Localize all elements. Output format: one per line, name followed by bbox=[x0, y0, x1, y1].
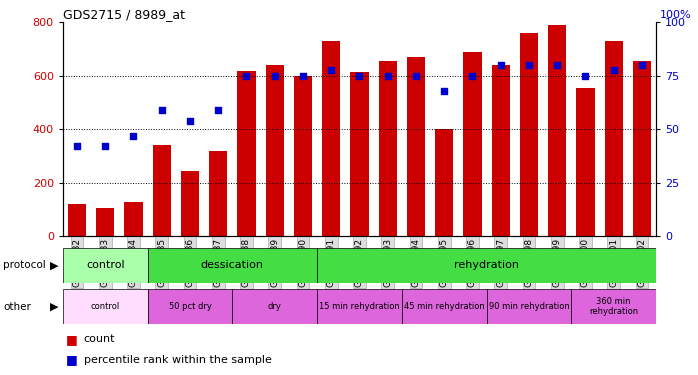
Text: count: count bbox=[84, 334, 115, 344]
Bar bbox=[435, 129, 454, 236]
FancyBboxPatch shape bbox=[63, 248, 147, 283]
Point bbox=[128, 133, 139, 139]
Bar bbox=[237, 70, 255, 236]
Bar bbox=[407, 57, 425, 236]
Text: ▶: ▶ bbox=[50, 302, 59, 312]
FancyBboxPatch shape bbox=[572, 289, 656, 324]
Text: percentile rank within the sample: percentile rank within the sample bbox=[84, 355, 272, 365]
Text: 45 min rehydration: 45 min rehydration bbox=[404, 302, 484, 311]
Text: rehydration: rehydration bbox=[454, 260, 519, 270]
Point bbox=[269, 73, 281, 79]
Point bbox=[410, 73, 422, 79]
Text: GDS2715 / 8989_at: GDS2715 / 8989_at bbox=[63, 8, 185, 21]
Point bbox=[71, 144, 82, 150]
FancyBboxPatch shape bbox=[147, 289, 232, 324]
Bar bbox=[577, 88, 595, 236]
FancyBboxPatch shape bbox=[63, 289, 147, 324]
Bar bbox=[96, 208, 114, 236]
Bar bbox=[68, 204, 86, 236]
Bar bbox=[604, 41, 623, 236]
Text: protocol: protocol bbox=[3, 261, 46, 270]
Bar bbox=[124, 201, 142, 236]
Bar bbox=[520, 33, 538, 236]
FancyBboxPatch shape bbox=[487, 289, 572, 324]
Text: 360 min
rehydration: 360 min rehydration bbox=[589, 297, 638, 316]
Point bbox=[608, 66, 619, 72]
Text: 15 min rehydration: 15 min rehydration bbox=[319, 302, 400, 311]
Text: ■: ■ bbox=[66, 354, 78, 366]
Bar bbox=[463, 52, 482, 236]
Point bbox=[241, 73, 252, 79]
Bar bbox=[322, 41, 341, 236]
Point bbox=[184, 118, 195, 124]
Point bbox=[637, 62, 648, 68]
Bar bbox=[378, 61, 397, 236]
Text: dessication: dessication bbox=[201, 260, 264, 270]
Text: dry: dry bbox=[268, 302, 282, 311]
Point bbox=[213, 107, 224, 113]
Point bbox=[524, 62, 535, 68]
Bar bbox=[265, 65, 284, 236]
FancyBboxPatch shape bbox=[317, 289, 402, 324]
FancyBboxPatch shape bbox=[147, 248, 317, 283]
Bar bbox=[548, 25, 566, 236]
Text: control: control bbox=[86, 260, 124, 270]
Point bbox=[354, 73, 365, 79]
Bar bbox=[181, 171, 199, 236]
FancyBboxPatch shape bbox=[232, 289, 317, 324]
Text: 50 pct dry: 50 pct dry bbox=[168, 302, 211, 311]
Text: other: other bbox=[3, 302, 31, 312]
Point bbox=[100, 144, 111, 150]
Point bbox=[326, 66, 337, 72]
FancyBboxPatch shape bbox=[402, 289, 487, 324]
Text: ▶: ▶ bbox=[50, 261, 59, 270]
Point bbox=[438, 88, 450, 94]
FancyBboxPatch shape bbox=[317, 248, 656, 283]
Text: control: control bbox=[91, 302, 120, 311]
Point bbox=[156, 107, 168, 113]
Point bbox=[467, 73, 478, 79]
Point bbox=[382, 73, 393, 79]
Text: ■: ■ bbox=[66, 333, 78, 346]
Bar bbox=[209, 151, 228, 236]
Bar bbox=[491, 65, 510, 236]
Point bbox=[495, 62, 506, 68]
Bar bbox=[633, 61, 651, 236]
Text: 100%: 100% bbox=[660, 10, 692, 20]
Point bbox=[580, 73, 591, 79]
Bar bbox=[350, 72, 369, 236]
Point bbox=[551, 62, 563, 68]
Bar bbox=[153, 146, 171, 236]
Bar bbox=[294, 76, 312, 236]
Point bbox=[297, 73, 309, 79]
Text: 90 min rehydration: 90 min rehydration bbox=[489, 302, 570, 311]
